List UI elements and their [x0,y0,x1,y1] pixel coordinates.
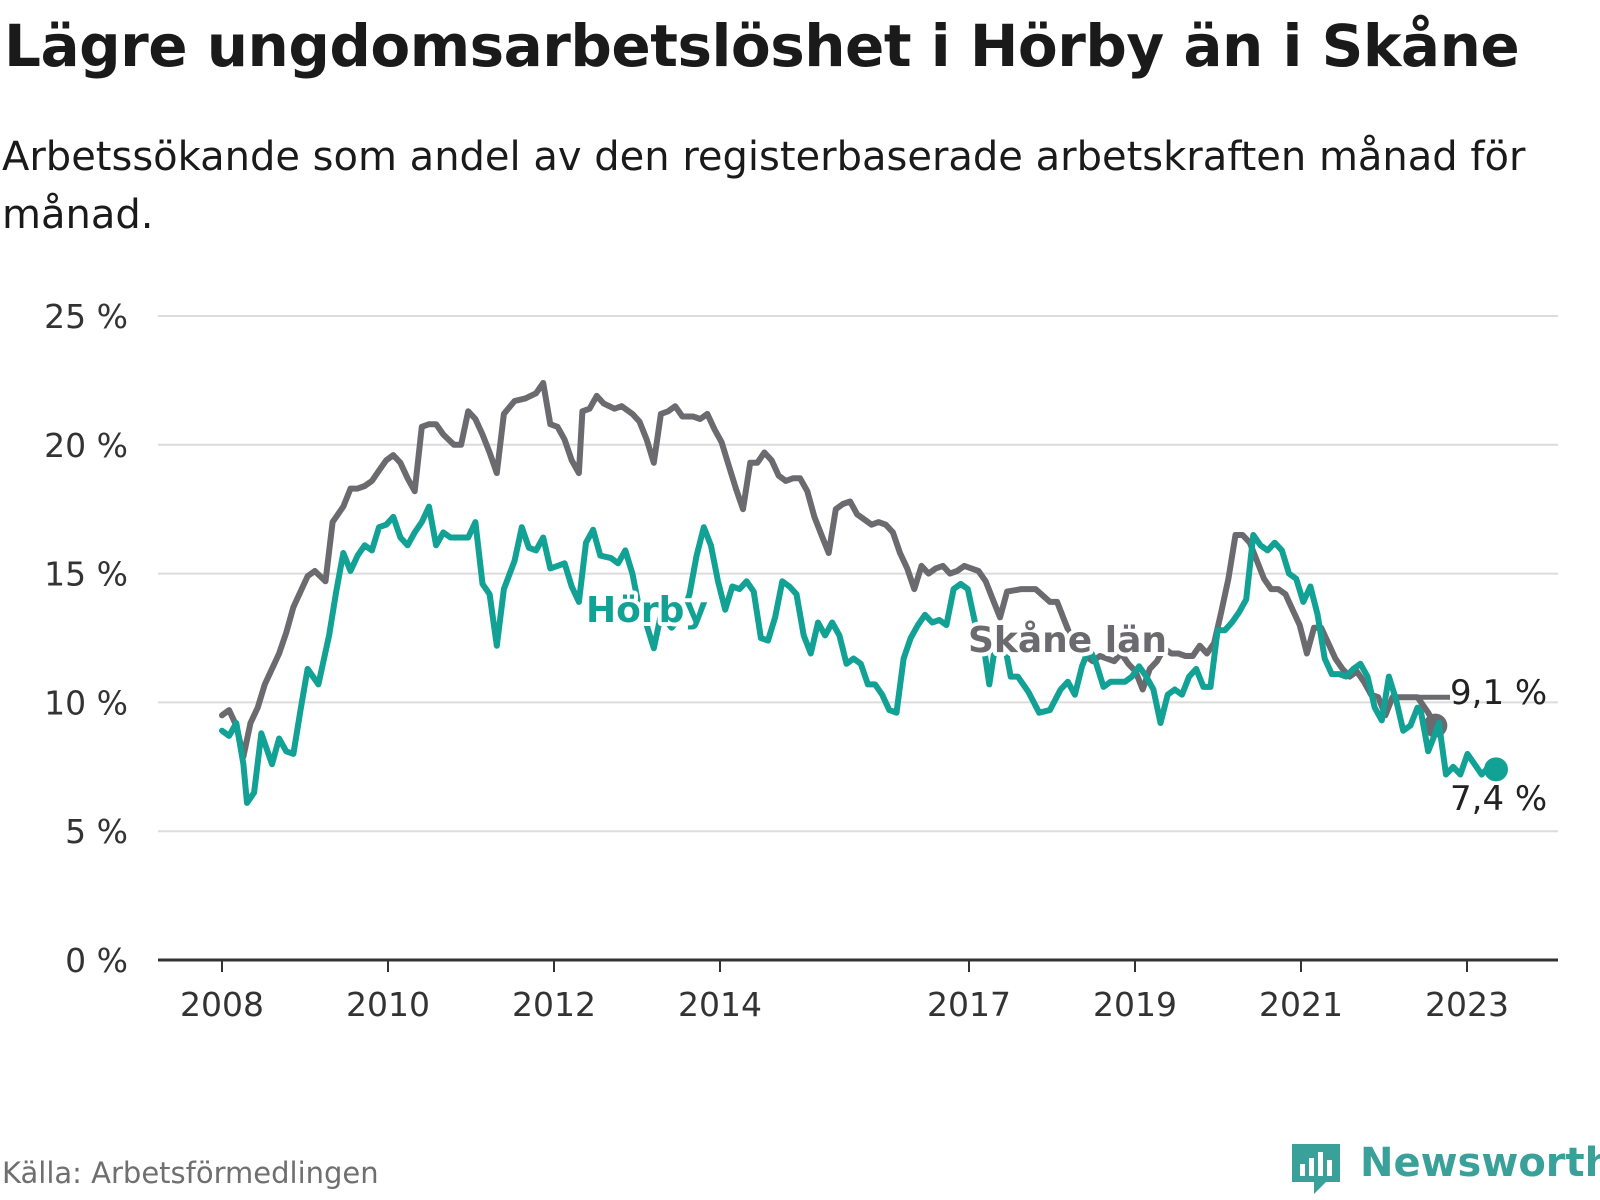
y-tick-label: 25 % [44,297,128,336]
chart-subtitle: Arbetssökande som andel av den registerb… [2,134,1526,238]
y-tick-label: 5 % [65,812,128,851]
series-lines [219,380,1508,806]
end-point-horby [1484,757,1508,782]
end-label-horby: 7,4 % [1450,779,1547,819]
x-tick-label: 2023 [1425,985,1509,1024]
x-tick-label: 2012 [512,985,596,1024]
x-tick-label: 2010 [346,985,430,1024]
x-tick-label: 2021 [1259,985,1343,1024]
series-line-horby [219,503,1499,806]
series-line-skane [219,380,1439,760]
x-tick-label: 2019 [1093,985,1177,1024]
grid-lines [158,315,1558,833]
series-labels: Skåne län Hörby 9,1 % 7,4 % [582,586,1547,819]
newsworthy-logo-icon [1292,1144,1340,1194]
y-tick-label: 0 % [65,941,128,980]
y-tick-label: 20 % [44,426,128,465]
series-label-horby: Hörby [586,590,708,631]
y-tick-label: 15 % [44,555,128,594]
x-tick-label: 2014 [678,985,762,1024]
end-label-skane: 9,1 % [1450,673,1547,713]
y-axis-tick-labels: 0 % 5 % 10 % 15 % 20 % 25 % [44,297,128,980]
x-axis: 2008 2010 2012 2014 2017 2019 2021 2023 [158,958,1558,1024]
source-note: Källa: Arbetsförmedlingen [2,1156,379,1190]
series-label-skane: Skåne län [968,620,1167,661]
x-tick-label: 2008 [180,985,264,1024]
x-tick-label: 2017 [927,985,1011,1024]
y-tick-label: 10 % [44,683,128,722]
newsworthy-logo-text: Newsworthy [1360,1140,1600,1186]
chart-title: Lägre ungdomsarbetslöshet i Hörby än i S… [4,12,1520,80]
